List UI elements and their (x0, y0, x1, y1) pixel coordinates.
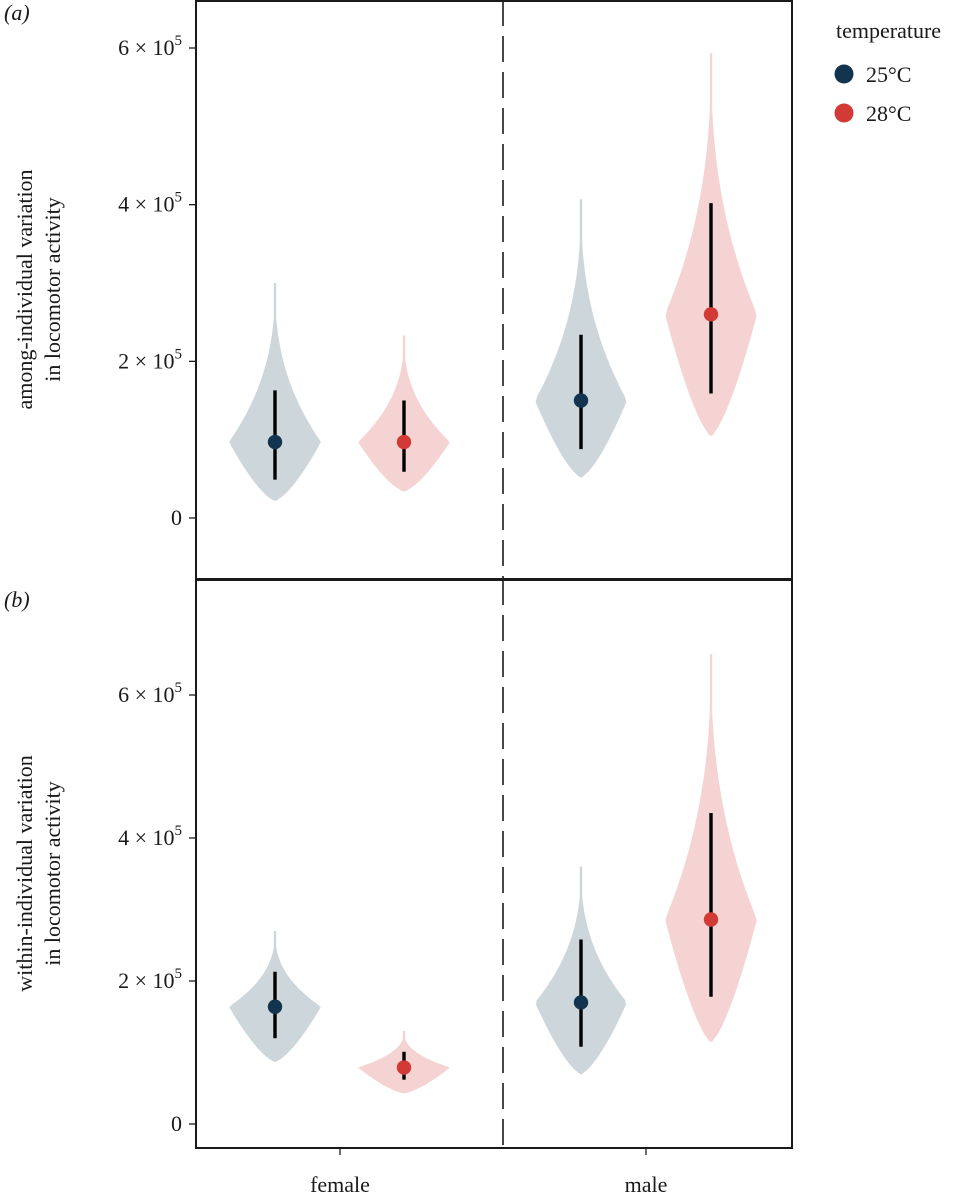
panel-b-female-25c-mean-point (267, 999, 283, 1014)
legend-swatch-28c (834, 103, 854, 123)
panel-a-female-25c-mean-point (267, 434, 283, 450)
panel-a-label: (a) (4, 0, 30, 25)
panel-b-y-tick-label-base: 4 × 10 (118, 825, 174, 850)
panel-b-y-tick-label-exponent: 5 (175, 680, 183, 696)
panel-a-y-axis-title-line2: in locomotor activity (40, 197, 65, 382)
panel-a-male-25c-mean-point (573, 393, 589, 408)
x-tick-label-male: male (625, 1172, 668, 1197)
panel-b-male-25c-mean-point (573, 995, 589, 1010)
panel-b-label: (b) (4, 587, 30, 612)
panel-b-y-tick-label: 0 (171, 1111, 182, 1136)
legend-label-25c: 25°C (866, 62, 911, 87)
legend-label-28c: 28°C (866, 101, 911, 126)
panel-a-y-tick-label-exponent: 5 (175, 346, 183, 362)
panel-b-male-28c-mean-point (703, 912, 719, 927)
x-tick-label-female: female (310, 1172, 370, 1197)
panel-a-y-tick-label-base: 0 (171, 505, 182, 530)
panel-a-male-28c-mean-point (703, 307, 719, 322)
panel-b-y-tick-label: 4 × 105 (118, 823, 182, 850)
panel-a-y-tick-label-base: 2 × 10 (118, 348, 174, 373)
panel-a-y-axis-title: among-individual variation in locomotor a… (12, 169, 65, 409)
legend-swatch-25c (834, 64, 854, 84)
panel-a-y-tick-label-exponent: 5 (175, 33, 183, 49)
panel-b-y-axis-title-line1: within-individual variation (12, 755, 37, 991)
panel-b-y-tick-label-exponent: 5 (175, 966, 183, 982)
legend-title: temperature (836, 18, 941, 43)
panel-b-frame (195, 579, 793, 1149)
panel-b-y-tick-label-base: 0 (171, 1111, 182, 1136)
panel-a-y-tick-label: 2 × 105 (118, 346, 182, 373)
panel-b-female-28c-mean-point (396, 1060, 412, 1075)
panel-b-y-axis-title: within-individual variation in locomotor … (12, 755, 65, 991)
panel-a-y-tick-label-base: 4 × 10 (118, 192, 174, 217)
panel-b-y-tick-label-base: 6 × 10 (118, 682, 174, 707)
panel-a-y-axis-title-line1: among-individual variation (12, 169, 37, 409)
panel-b-y-tick-label: 2 × 105 (118, 966, 182, 993)
panel-a-y-tick-label-base: 6 × 10 (118, 35, 174, 60)
panel-b-y-tick-label: 6 × 105 (118, 680, 182, 707)
panel-a-y-tick-label: 0 (171, 505, 182, 530)
panel-a-y-tick-label-exponent: 5 (175, 190, 183, 206)
panel-b-y-axis-title-line2: in locomotor activity (40, 781, 65, 966)
panel-b-y-tick-label-base: 2 × 10 (118, 968, 174, 993)
panel-a-y-tick-label: 6 × 105 (118, 33, 182, 60)
panel-b-y-tick-label-exponent: 5 (175, 823, 183, 839)
panel-a-female-28c-mean-point (396, 434, 412, 450)
panel-a-y-tick-label: 4 × 105 (118, 190, 182, 217)
legend: temperature 25°C 28°C (834, 18, 941, 126)
